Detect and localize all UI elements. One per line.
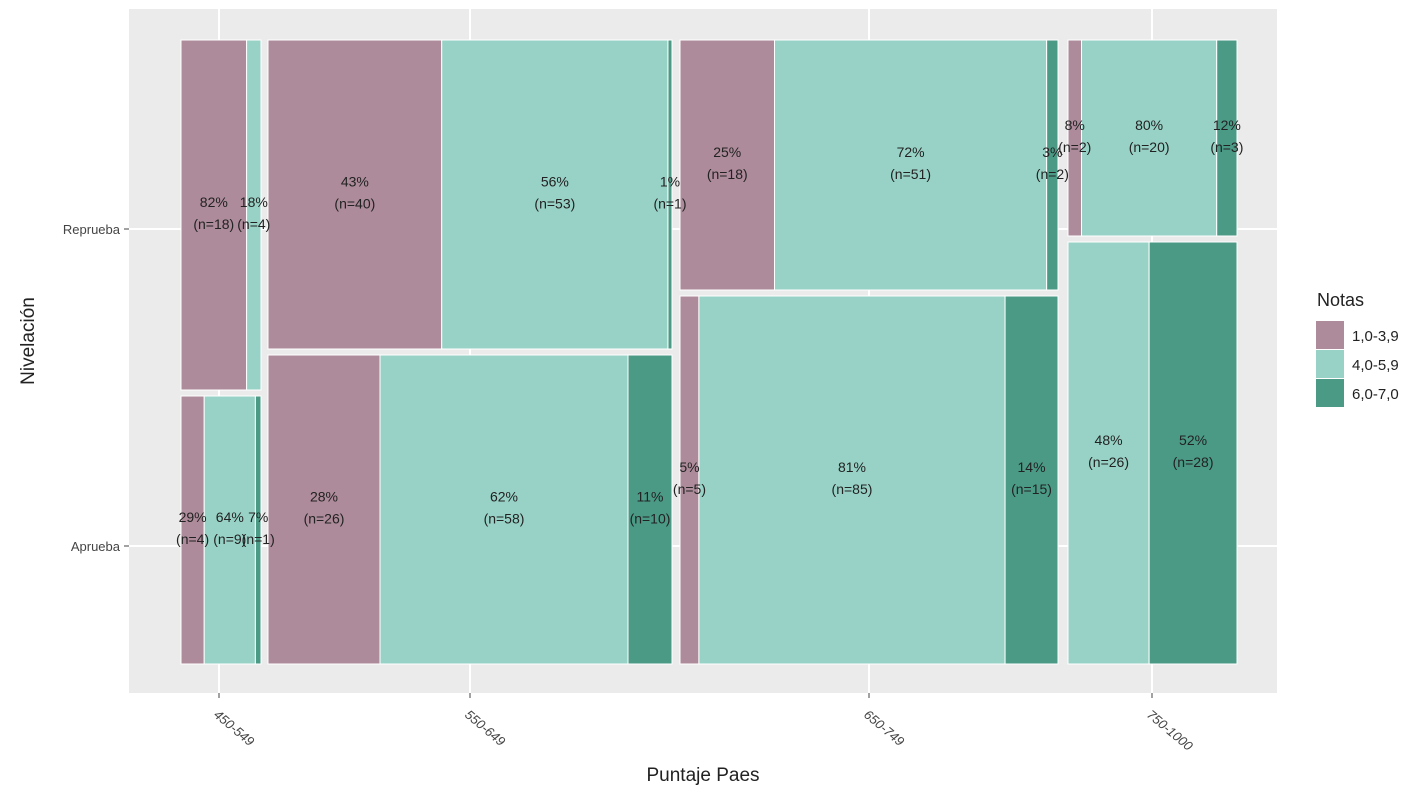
y-tick-label-reprueba: Reprueba xyxy=(63,222,121,237)
pct-label-650-749-reprueba-1-0-3-9: 25% xyxy=(713,144,741,160)
pct-label-550-649-reprueba-4-0-5-9: 56% xyxy=(541,174,569,190)
mosaic-tile-550-649-aprueba-4-0-5-9 xyxy=(379,354,629,665)
pct-label-450-549-aprueba-4-0-5-9: 64% xyxy=(216,509,244,525)
pct-label-450-549-reprueba-1-0-3-9: 82% xyxy=(200,194,228,210)
x-tick-label-650-749: 650-749 xyxy=(861,707,907,749)
n-label-550-649-reprueba-1-0-3-9: (n=40) xyxy=(334,196,375,212)
n-label-650-749-aprueba-4-0-5-9: (n=85) xyxy=(832,481,873,497)
n-label-450-549-aprueba-6-0-7-0: (n=1) xyxy=(242,531,275,547)
n-label-750-1000-reprueba-6-0-7-0: (n=3) xyxy=(1210,139,1243,155)
pct-label-550-649-aprueba-1-0-3-9: 28% xyxy=(310,489,338,505)
mosaic-tile-750-1000-aprueba-6-0-7-0 xyxy=(1148,241,1238,665)
x-tick-label-450-549: 450-549 xyxy=(211,707,257,749)
pct-label-550-649-reprueba-1-0-3-9: 43% xyxy=(341,174,369,190)
cell-labels: 82% (n=18) 18% (n=4) 29% (n=4) 64% (n=9)7% (n=1)… xyxy=(176,117,1243,547)
mosaic-tile-650-749-reprueba-1-0-3-9 xyxy=(679,39,775,291)
n-label-650-749-reprueba-1-0-3-9: (n=18) xyxy=(707,166,748,182)
n-label-550-649-reprueba-4-0-5-9: (n=53) xyxy=(534,196,575,212)
legend-label-6-0-7-0: 6,0-7,0 xyxy=(1352,386,1399,403)
pct-label-750-1000-aprueba-6-0-7-0: 52% xyxy=(1179,432,1207,448)
pct-label-650-749-aprueba-6-0-7-0: 14% xyxy=(1018,459,1046,475)
mosaic-tile-750-1000-reprueba-6-0-7-0 xyxy=(1216,39,1238,237)
mosaic-tile-550-649-reprueba-1-0-3-9 xyxy=(267,39,443,350)
x-tick-label-550-649: 550-649 xyxy=(462,707,508,749)
n-label-450-549-reprueba-4-0-5-9: (n=4) xyxy=(237,216,270,232)
n-label-450-549-aprueba-4-0-5-9: (n=9) xyxy=(213,531,246,547)
legend-swatch-6-0-7-0 xyxy=(1316,379,1344,407)
mosaic-tile-750-1000-aprueba-4-0-5-9 xyxy=(1067,241,1150,665)
pct-label-450-549-aprueba-6-0-7-0: 7% xyxy=(248,509,268,525)
pct-label-750-1000-reprueba-6-0-7-0: 12% xyxy=(1213,117,1241,133)
n-label-750-1000-aprueba-4-0-5-9: (n=26) xyxy=(1088,454,1129,470)
pct-label-750-1000-reprueba-4-0-5-9: 80% xyxy=(1135,117,1163,133)
n-label-550-649-reprueba-6-0-7-0: (n=1) xyxy=(653,196,686,212)
n-label-450-549-aprueba-1-0-3-9: (n=4) xyxy=(176,531,209,547)
y-axis-title: Nivelación xyxy=(18,297,39,385)
mosaic-tile-750-1000-reprueba-4-0-5-9 xyxy=(1081,39,1218,237)
n-label-650-749-reprueba-4-0-5-9: (n=51) xyxy=(890,166,931,182)
x-tick-label-750-1000: 750-1000 xyxy=(1144,707,1196,754)
pct-label-750-1000-reprueba-1-0-3-9: 8% xyxy=(1065,117,1085,133)
mosaic-tile-450-549-aprueba-1-0-3-9 xyxy=(180,395,205,665)
mosaic-tile-450-549-reprueba-1-0-3-9 xyxy=(180,39,248,391)
mosaic-cells xyxy=(180,39,1238,665)
legend-label-4-0-5-9: 4,0-5,9 xyxy=(1352,357,1399,374)
n-label-550-649-aprueba-6-0-7-0: (n=10) xyxy=(630,511,671,527)
pct-label-550-649-reprueba-6-0-7-0: 1% xyxy=(660,174,680,190)
n-label-550-649-aprueba-1-0-3-9: (n=26) xyxy=(304,511,345,527)
mosaic-tile-550-649-aprueba-1-0-3-9 xyxy=(267,354,381,665)
legend-title: Notas xyxy=(1317,290,1364,310)
n-label-750-1000-reprueba-4-0-5-9: (n=20) xyxy=(1129,139,1170,155)
mosaic-tile-550-649-reprueba-4-0-5-9 xyxy=(441,39,669,350)
mosaic-tile-650-749-aprueba-1-0-3-9 xyxy=(679,295,700,665)
n-label-750-1000-reprueba-1-0-3-9: (n=2) xyxy=(1058,139,1091,155)
n-label-750-1000-aprueba-6-0-7-0: (n=28) xyxy=(1173,454,1214,470)
pct-label-450-549-reprueba-4-0-5-9: 18% xyxy=(240,194,268,210)
n-label-650-749-aprueba-1-0-3-9: (n=5) xyxy=(673,481,706,497)
mosaic-tile-550-649-aprueba-6-0-7-0 xyxy=(627,354,673,665)
n-label-550-649-aprueba-4-0-5-9: (n=58) xyxy=(484,511,525,527)
x-axis-title: Puntaje Paes xyxy=(646,765,759,786)
pct-label-550-649-aprueba-4-0-5-9: 62% xyxy=(490,489,518,505)
legend-label-1-0-3-9: 1,0-3,9 xyxy=(1352,328,1399,345)
pct-label-450-549-aprueba-1-0-3-9: 29% xyxy=(179,509,207,525)
n-label-450-549-reprueba-1-0-3-9: (n=18) xyxy=(193,216,234,232)
mosaic-tile-450-549-reprueba-4-0-5-9 xyxy=(246,39,262,391)
mosaic-tile-650-749-aprueba-4-0-5-9 xyxy=(698,295,1006,665)
mosaic-tile-750-1000-reprueba-1-0-3-9 xyxy=(1067,39,1083,237)
pct-label-650-749-reprueba-4-0-5-9: 72% xyxy=(897,144,925,160)
pct-label-750-1000-aprueba-4-0-5-9: 48% xyxy=(1095,432,1123,448)
mosaic-tile-450-549-aprueba-6-0-7-0 xyxy=(254,395,262,665)
n-label-650-749-reprueba-6-0-7-0: (n=2) xyxy=(1036,166,1069,182)
mosaic-tile-650-749-reprueba-6-0-7-0 xyxy=(1046,39,1059,291)
pct-label-650-749-aprueba-1-0-3-9: 5% xyxy=(679,459,699,475)
mosaic-tile-550-649-reprueba-6-0-7-0 xyxy=(667,39,673,350)
mosaic-tile-650-749-aprueba-6-0-7-0 xyxy=(1004,295,1059,665)
y-tick-label-aprueba: Aprueba xyxy=(71,539,121,554)
legend: Notas 1,0-3,9 4,0-5,9 6,0-7,0 xyxy=(1316,290,1399,407)
mosaic-tile-450-549-aprueba-4-0-5-9 xyxy=(203,395,256,665)
legend-swatch-4-0-5-9 xyxy=(1316,350,1344,378)
pct-label-650-749-aprueba-4-0-5-9: 81% xyxy=(838,459,866,475)
pct-label-550-649-aprueba-6-0-7-0: 11% xyxy=(637,489,664,505)
pct-label-650-749-reprueba-6-0-7-0: 3% xyxy=(1042,144,1062,160)
mosaic-tile-650-749-reprueba-4-0-5-9 xyxy=(774,39,1048,291)
n-label-650-749-aprueba-6-0-7-0: (n=15) xyxy=(1011,481,1052,497)
legend-swatch-1-0-3-9 xyxy=(1316,321,1344,349)
legend-items: 1,0-3,9 4,0-5,9 6,0-7,0 xyxy=(1316,321,1399,407)
